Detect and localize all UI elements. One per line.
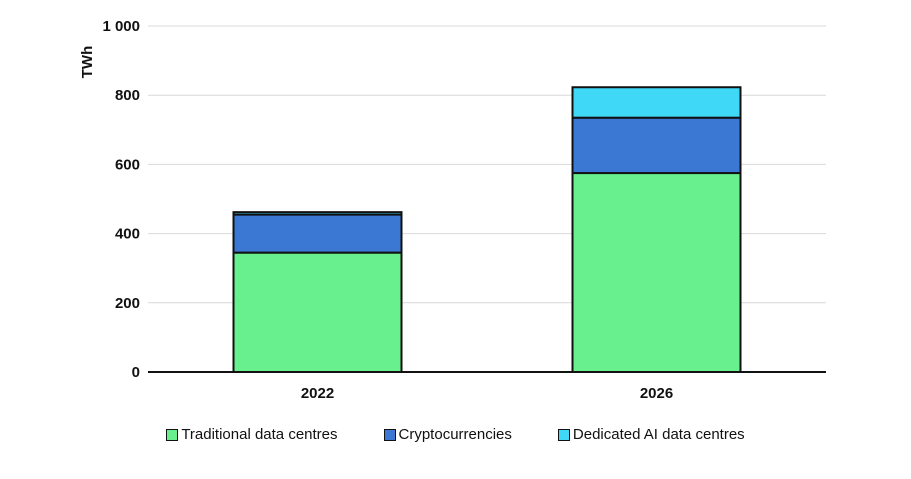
y-tick-label: 0 xyxy=(132,364,140,381)
legend-item: Dedicated AI data centres xyxy=(557,426,745,443)
y-tick-label: 400 xyxy=(115,226,140,243)
legend-label: Dedicated AI data centres xyxy=(572,426,745,443)
y-tick-label: 200 xyxy=(115,295,140,312)
legend: Traditional data centres Cryptocurrencies… xyxy=(0,426,911,443)
bar-segment xyxy=(571,172,742,373)
legend-item: Traditional data centres xyxy=(166,426,338,443)
legend-item: Cryptocurrencies xyxy=(383,426,512,443)
bar-segment xyxy=(232,213,403,254)
legend-label: Cryptocurrencies xyxy=(398,426,512,443)
legend-label: Traditional data centres xyxy=(181,426,338,443)
bar-segment xyxy=(232,211,403,216)
y-tick-label: 600 xyxy=(115,156,140,173)
y-tick-label: 1 000 xyxy=(102,18,140,35)
bar-segment xyxy=(571,116,742,175)
y-tick-label: 800 xyxy=(115,87,140,104)
x-tick-label: 2026 xyxy=(640,385,673,402)
bars xyxy=(232,86,742,374)
bar-segment xyxy=(232,251,403,374)
legend-swatch xyxy=(166,428,179,441)
y-axis-label: TWh xyxy=(79,46,96,78)
bar-segment xyxy=(571,86,742,119)
stacked-bar-chart: 0 200 400 600 800 1 000 2022 2026 TWh xyxy=(79,18,826,402)
x-tick-label: 2022 xyxy=(301,385,334,402)
y-tick-labels: 0 200 400 600 800 1 000 xyxy=(102,18,140,381)
x-tick-labels: 2022 2026 xyxy=(301,385,673,402)
legend-swatch xyxy=(383,428,396,441)
legend-swatch xyxy=(557,428,570,441)
